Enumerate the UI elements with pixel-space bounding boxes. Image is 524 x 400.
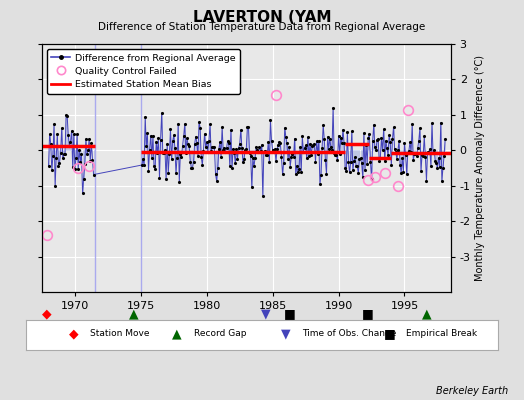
Text: ◆: ◆ (42, 308, 52, 320)
Text: ▼: ▼ (281, 327, 290, 340)
Text: Time of Obs. Change: Time of Obs. Change (302, 329, 397, 338)
Text: ■: ■ (362, 308, 374, 320)
Text: Difference of Station Temperature Data from Regional Average: Difference of Station Temperature Data f… (99, 22, 425, 32)
Text: LAVERTON (YAM: LAVERTON (YAM (193, 10, 331, 25)
Text: Berkeley Earth: Berkeley Earth (436, 386, 508, 396)
Text: Empirical Break: Empirical Break (406, 329, 477, 338)
Text: ■: ■ (284, 308, 296, 320)
Text: ▲: ▲ (129, 308, 139, 320)
Y-axis label: Monthly Temperature Anomaly Difference (°C): Monthly Temperature Anomaly Difference (… (475, 55, 485, 281)
Legend: Difference from Regional Average, Quality Control Failed, Estimated Station Mean: Difference from Regional Average, Qualit… (47, 49, 241, 94)
Text: ▲: ▲ (172, 327, 182, 340)
Text: ■: ■ (384, 327, 395, 340)
Text: ▼: ▼ (261, 308, 271, 320)
Text: ◆: ◆ (69, 327, 78, 340)
Text: Station Move: Station Move (90, 329, 149, 338)
Text: Record Gap: Record Gap (194, 329, 246, 338)
Text: ▲: ▲ (422, 308, 432, 320)
